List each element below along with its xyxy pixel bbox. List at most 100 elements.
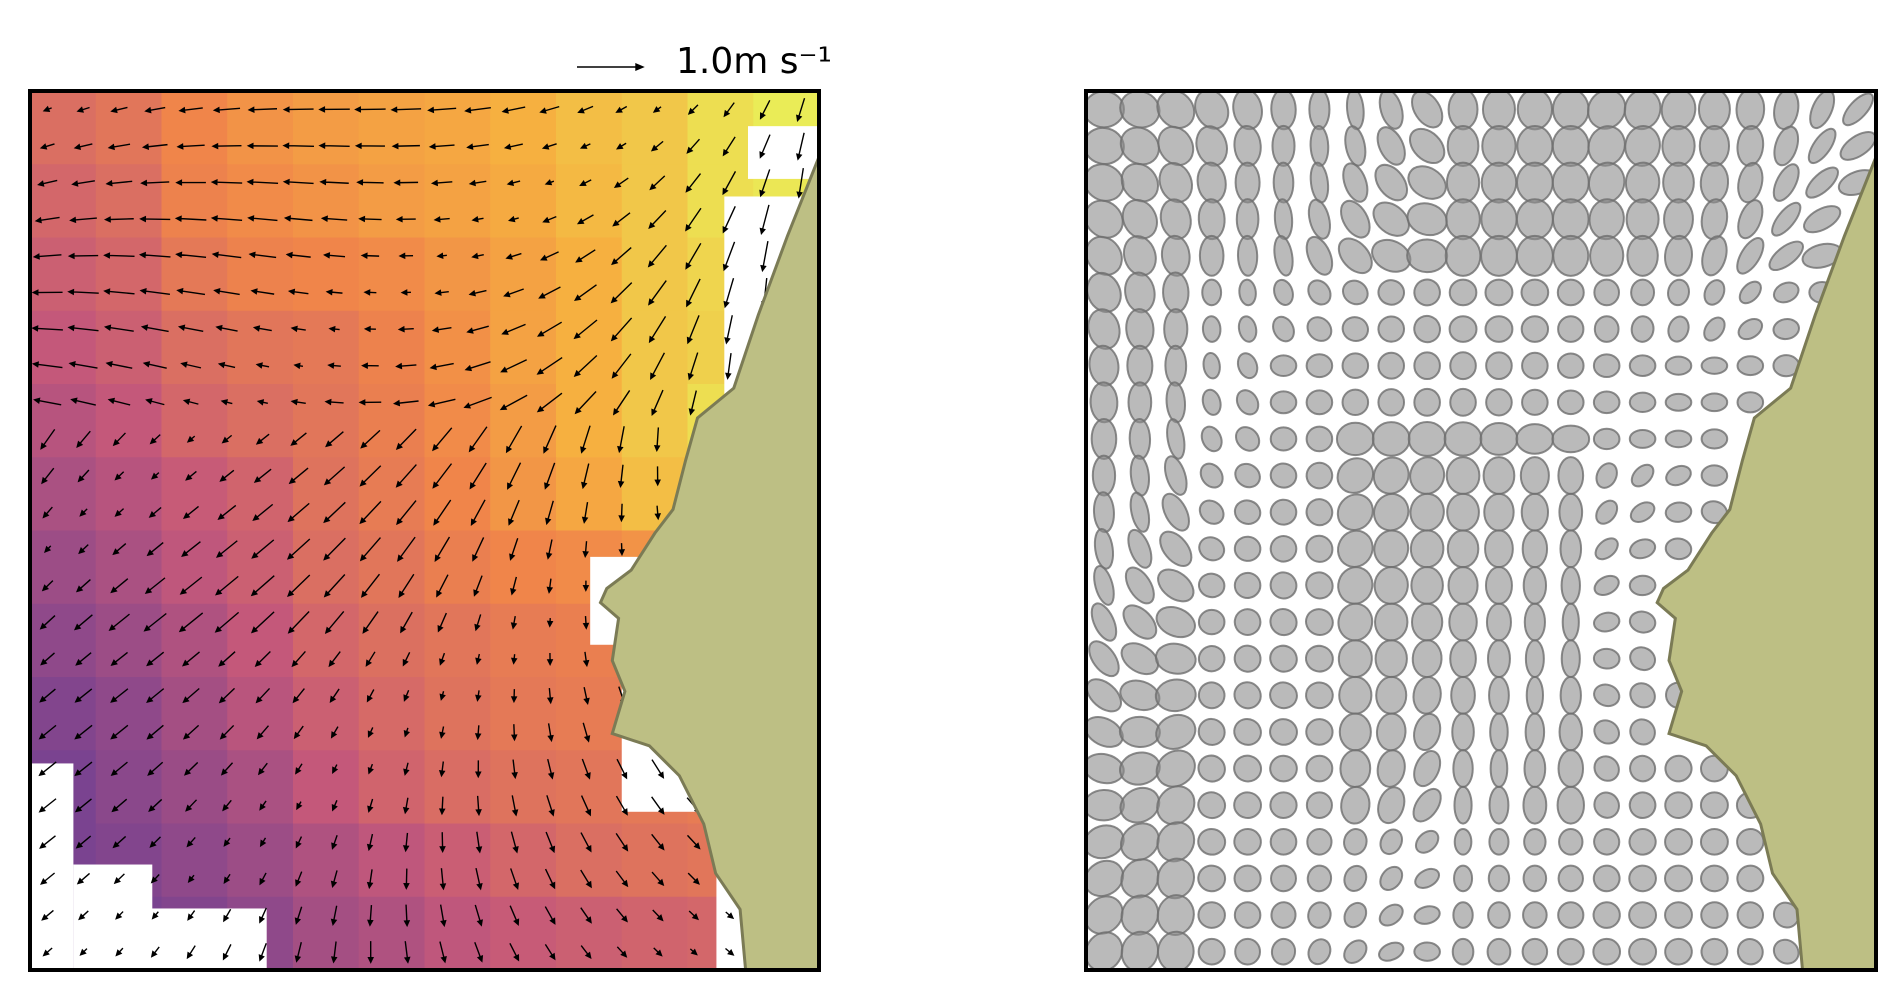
velocity-arrow	[722, 136, 736, 157]
velocity-arrow	[391, 142, 420, 150]
variance-ellipse	[1120, 858, 1160, 899]
variance-ellipse	[1307, 198, 1331, 240]
variance-ellipse	[1592, 353, 1621, 379]
variance-ellipse	[1374, 163, 1409, 202]
velocity-arrow	[324, 398, 344, 406]
variance-ellipse	[1660, 91, 1697, 131]
velocity-arrow	[148, 506, 162, 518]
variance-ellipse	[1667, 315, 1690, 343]
velocity-arrow	[139, 215, 171, 223]
velocity-arrow	[366, 689, 375, 703]
velocity-arrow	[509, 942, 520, 962]
variance-ellipse	[1233, 681, 1262, 710]
heat-cell	[30, 603, 97, 678]
velocity-arrow	[219, 724, 235, 740]
velocity-arrow	[582, 722, 591, 743]
variance-ellipse	[1486, 639, 1511, 679]
velocity-arrow	[580, 832, 592, 853]
velocity-arrow	[463, 396, 492, 409]
variance-ellipse	[1664, 864, 1693, 893]
velocity-arrow	[402, 832, 410, 853]
variance-ellipse	[1154, 678, 1197, 713]
variance-ellipse	[1629, 538, 1657, 560]
variance-ellipse	[1521, 388, 1549, 416]
variance-ellipse	[1201, 315, 1222, 343]
velocity-arrow	[474, 725, 482, 741]
velocity-arrow	[178, 106, 203, 114]
variance-ellipse	[1593, 574, 1620, 596]
variance-ellipse	[1699, 828, 1729, 856]
velocity-arrow	[475, 867, 483, 891]
velocity-arrow	[546, 795, 555, 817]
variance-ellipse	[1484, 566, 1513, 605]
velocity-arrow	[223, 908, 232, 923]
variance-ellipse	[1768, 240, 1804, 272]
variance-ellipse	[1305, 461, 1334, 490]
velocity-arrow	[259, 837, 267, 848]
velocity-arrow	[581, 758, 591, 780]
variance-ellipse	[1522, 901, 1548, 929]
velocity-arrow	[611, 353, 632, 379]
velocity-arrow	[474, 614, 482, 632]
heat-cell	[161, 823, 228, 898]
heat-cell	[556, 384, 623, 458]
variance-ellipse	[1592, 427, 1621, 451]
variance-ellipse	[1309, 161, 1330, 204]
heat-cell	[556, 310, 623, 385]
variance-ellipse	[1160, 234, 1191, 277]
variance-ellipse	[1306, 828, 1333, 856]
velocity-arrow	[149, 434, 161, 445]
right-frame	[1084, 89, 1878, 972]
velocity-arrow	[39, 835, 56, 849]
heat-cell	[227, 750, 294, 824]
velocity-arrow	[472, 537, 485, 562]
velocity-arrow	[327, 362, 341, 369]
heat-cell	[621, 91, 688, 165]
velocity-arrow	[114, 471, 125, 481]
velocity-arrow	[610, 317, 633, 342]
heat-cell	[227, 91, 294, 165]
velocity-arrow	[464, 361, 491, 372]
variance-ellipse	[1738, 280, 1762, 305]
variance-ellipse	[1155, 713, 1197, 750]
velocity-arrow	[68, 360, 98, 369]
variance-ellipse	[1345, 91, 1365, 131]
velocity-arrow	[759, 169, 771, 198]
velocity-arrow	[796, 97, 806, 122]
variance-ellipse	[1125, 308, 1155, 351]
variance-ellipse	[1737, 317, 1764, 341]
variance-ellipse	[1561, 602, 1580, 642]
velocity-arrow	[510, 576, 518, 596]
variance-ellipse	[1552, 234, 1590, 277]
variance-ellipse	[1234, 426, 1261, 452]
velocity-arrow	[471, 215, 484, 223]
variance-ellipse	[1560, 639, 1581, 679]
variance-ellipse	[1629, 754, 1657, 783]
velocity-arrow	[175, 179, 206, 186]
variance-ellipse	[1453, 864, 1474, 893]
variance-ellipse	[1375, 712, 1407, 752]
variance-ellipse	[1305, 754, 1334, 783]
velocity-arrow	[403, 904, 411, 928]
variance-ellipse	[1413, 941, 1441, 962]
velocity-arrow	[475, 831, 483, 854]
variance-ellipse	[1628, 428, 1657, 449]
velocity-arrow	[613, 177, 629, 188]
heat-cell	[161, 457, 228, 531]
velocity-arrow	[246, 178, 279, 186]
variance-ellipse	[1558, 492, 1584, 532]
variance-ellipse	[1337, 639, 1373, 679]
velocity-arrow	[140, 179, 170, 187]
variance-ellipse	[1234, 161, 1261, 204]
velocity-arrow	[574, 391, 597, 415]
velocity-arrow	[582, 651, 590, 668]
velocity-arrow	[186, 945, 196, 960]
variance-ellipse	[1664, 429, 1693, 449]
velocity-arrow	[144, 577, 166, 595]
heat-cell	[30, 91, 97, 165]
velocity-arrow	[611, 247, 632, 266]
velocity-arrow	[397, 536, 416, 562]
variance-ellipse	[1411, 639, 1443, 679]
heat-cell	[227, 237, 294, 312]
